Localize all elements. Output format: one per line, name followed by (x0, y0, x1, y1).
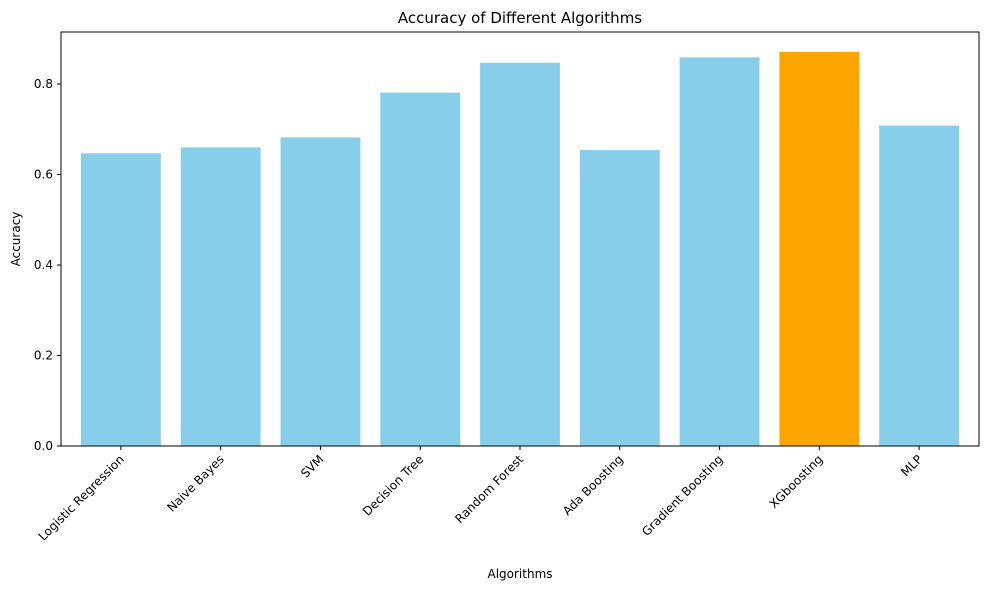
y-tick-label: 0.6 (34, 168, 53, 182)
y-axis-ticks: 0.0 0.2 0.4 0.6 0.8 (34, 77, 61, 453)
bar-naive-bayes (180, 147, 261, 446)
y-tick-label: 0.0 (34, 439, 53, 453)
x-axis-label: Algorithms (487, 567, 552, 581)
chart-title: Accuracy of Different Algorithms (398, 9, 642, 27)
bar-logistic-regression (80, 153, 161, 446)
x-tick-label: SVM (298, 452, 326, 480)
bar-gradient-boosting (679, 57, 760, 447)
x-tick-label: MLP (898, 452, 925, 479)
bar-svm (280, 137, 361, 447)
x-tick-label: XGboosting (767, 452, 826, 511)
y-tick-label: 0.8 (34, 77, 53, 91)
bars-group (80, 51, 960, 447)
y-tick-label: 0.4 (34, 258, 53, 272)
bar-random-forest (480, 62, 560, 447)
bar-ada-boosting (579, 150, 660, 446)
x-tick-label: Naive Bayes (164, 452, 226, 514)
x-tick-label: Logistic Regression (36, 452, 127, 543)
y-axis-label: Accuracy (9, 212, 23, 267)
x-axis-ticks: Logistic Regression Naive Bayes SVM Decisio… (36, 446, 925, 544)
x-tick-label: Random Forest (452, 452, 526, 526)
x-tick-label: Decision Tree (360, 452, 426, 518)
bar-decision-tree (380, 92, 461, 446)
plot-frame (60, 31, 980, 447)
x-tick-label: Ada Boosting (560, 452, 626, 518)
bar-xgboosting (779, 51, 860, 446)
bar-mlp (879, 125, 960, 446)
y-tick-label: 0.2 (34, 349, 53, 363)
x-tick-label: Gradient Boosting (639, 452, 726, 539)
